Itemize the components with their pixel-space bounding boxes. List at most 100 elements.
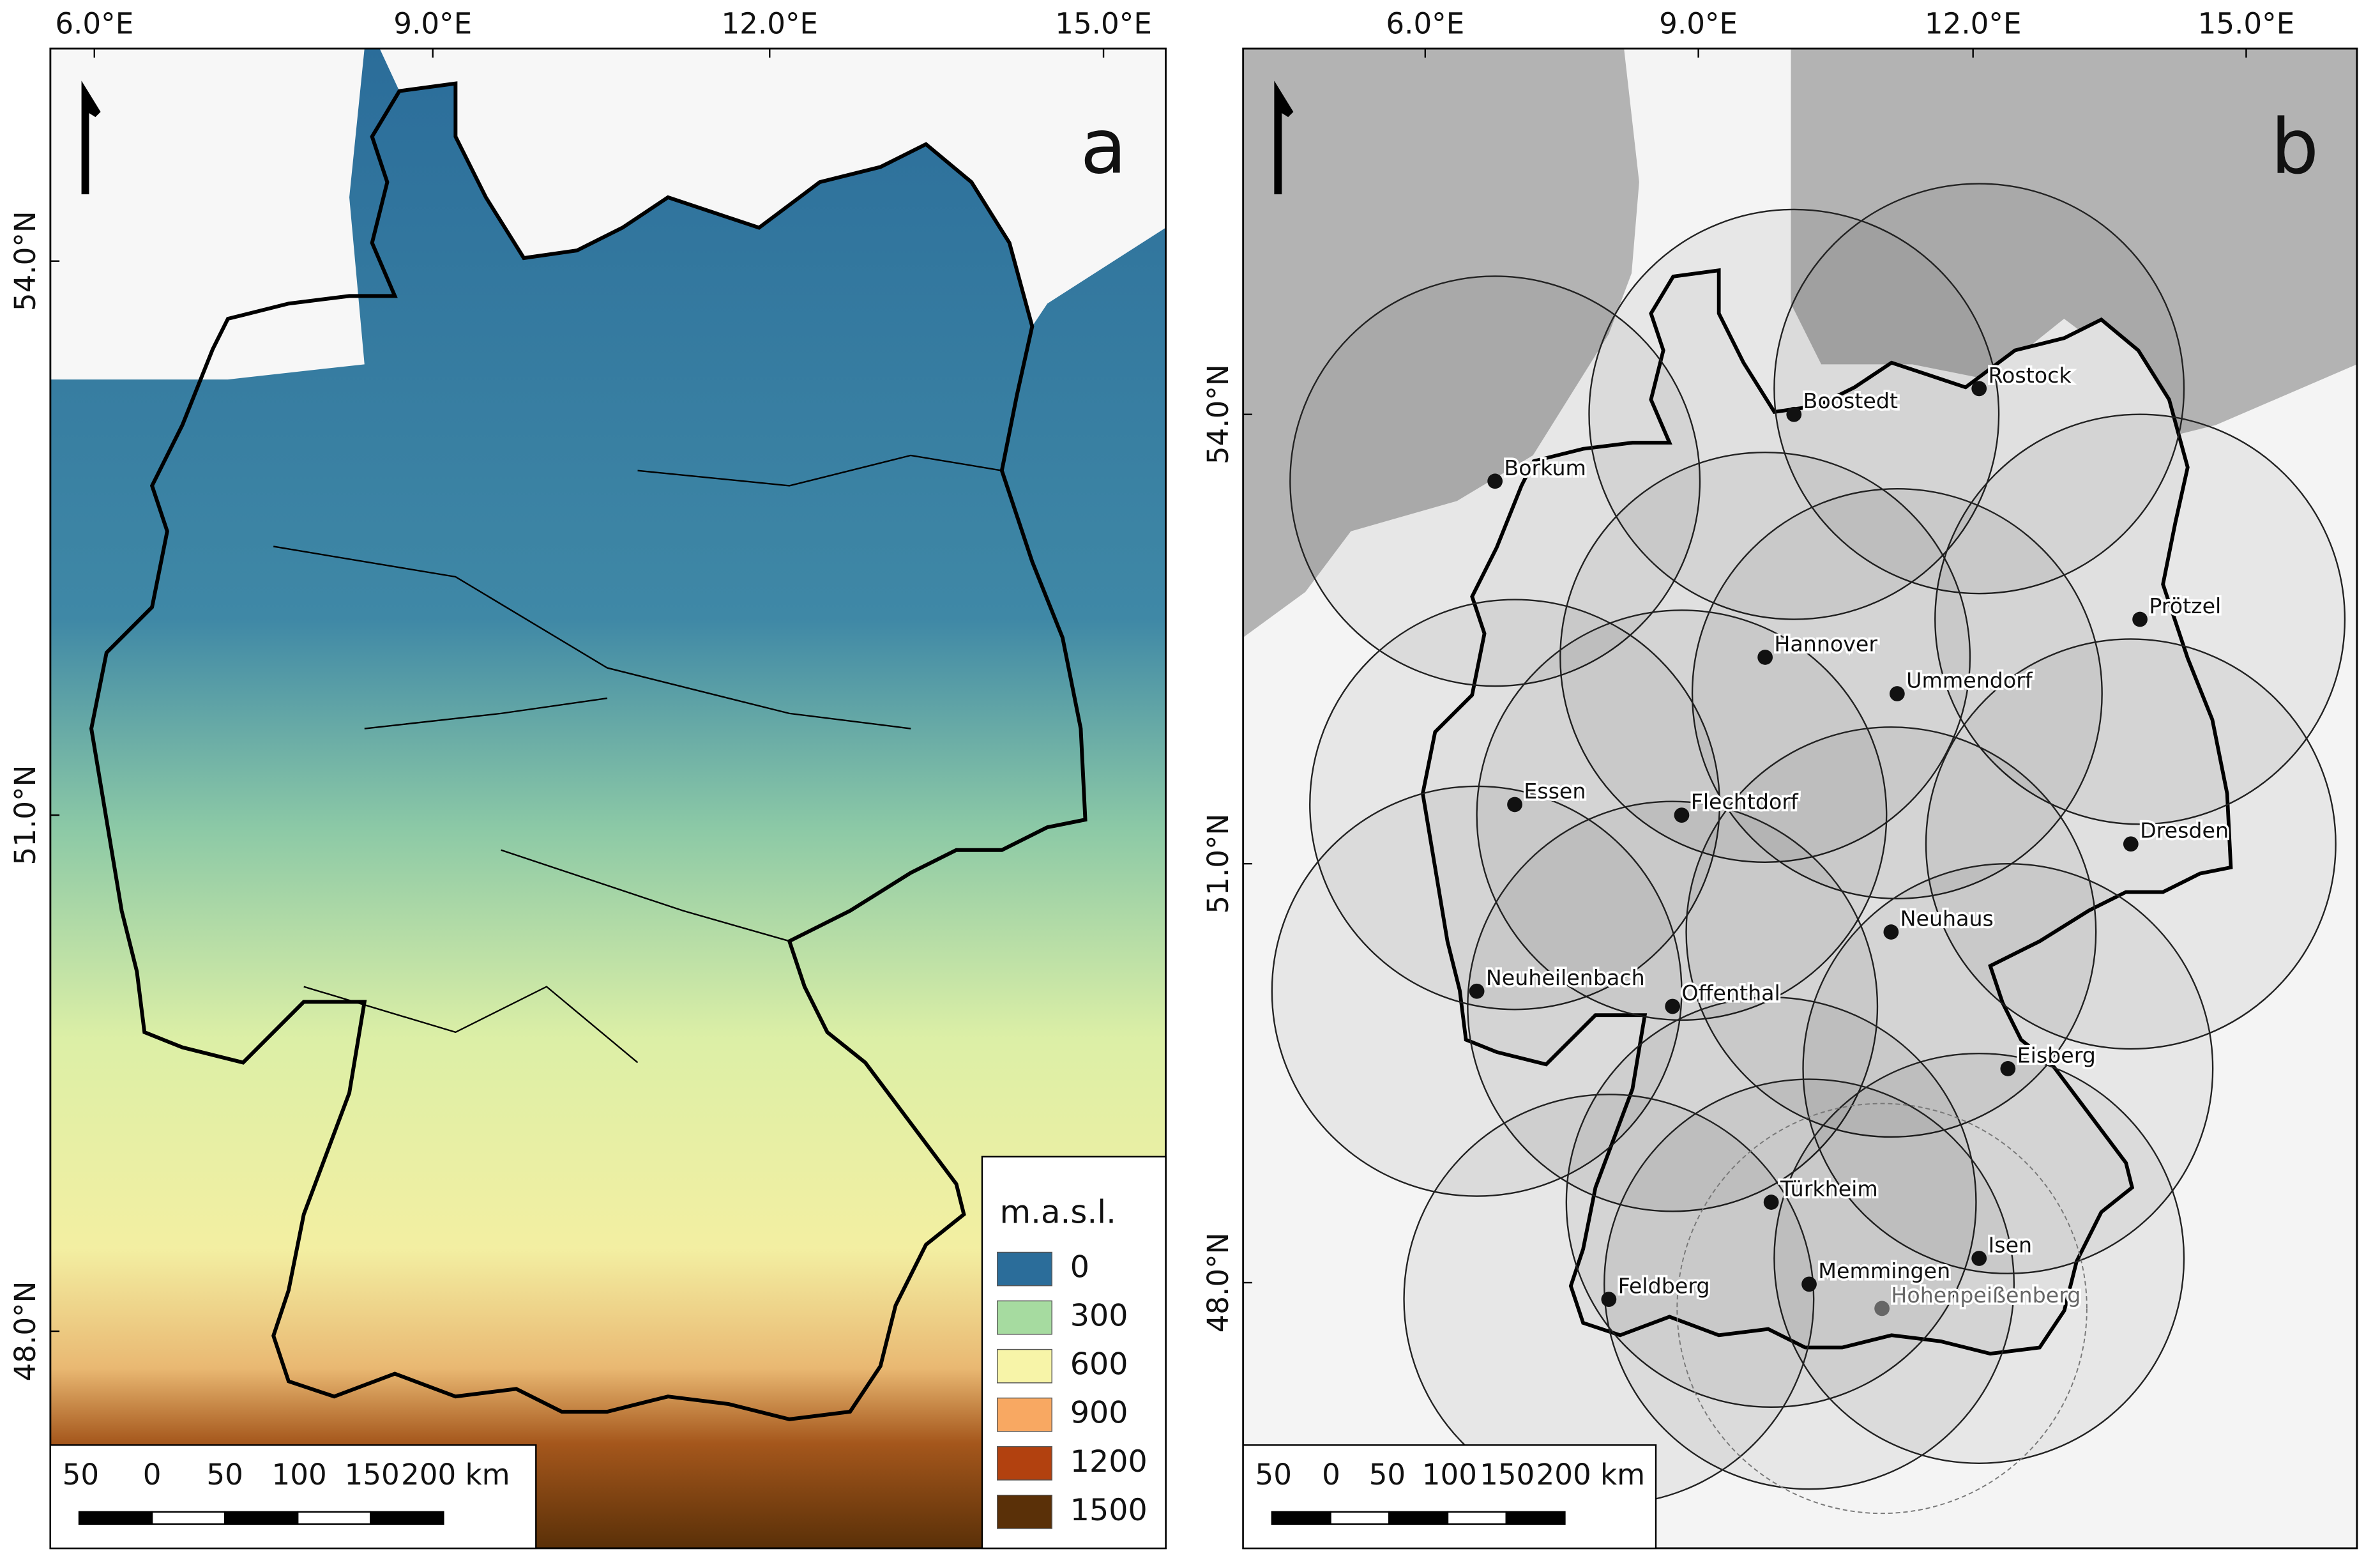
lon-tick-label: 9.0°E (1659, 6, 1738, 40)
scale-label: 100 (272, 1458, 327, 1492)
scale-label: 50 (63, 1458, 99, 1492)
scale-segment (1330, 1511, 1390, 1525)
scale-segment (151, 1511, 226, 1525)
legend-label: 600 (1070, 1347, 1128, 1382)
lon-tick-label: 9.0°E (393, 6, 472, 40)
station-marker (2000, 1061, 2016, 1076)
station-marker (2123, 836, 2139, 852)
lon-tick-label: 12.0°E (1925, 6, 2022, 40)
scale-box (49, 1444, 537, 1550)
station-label: Borkum (1504, 455, 1586, 480)
panel-a (49, 47, 1167, 1550)
station-label: Isen (1988, 1232, 2032, 1257)
legend-label: 900 (1070, 1396, 1128, 1431)
station-label: Hohenpeißenberg (1891, 1283, 2081, 1308)
legend-swatch (996, 1251, 1052, 1286)
station-label: Prötzel (2149, 593, 2221, 618)
coverage-circle (1676, 1103, 2088, 1515)
scale-label: 200 km (401, 1458, 510, 1492)
station-marker (1469, 983, 1485, 999)
legend-label: 1500 (1070, 1493, 1148, 1528)
scale-label: 0 (143, 1458, 162, 1492)
north-arrow (81, 80, 101, 195)
scale-label: 0 (1322, 1458, 1340, 1492)
station-label: Hannover (1774, 631, 1877, 656)
station-marker (1674, 807, 1690, 823)
state-borders (273, 454, 1003, 1064)
lon-tick-label: 6.0°E (55, 6, 133, 40)
station-marker (1874, 1301, 1890, 1317)
lat-tick-label: 51.0°N (8, 765, 42, 866)
station-marker (1763, 1195, 1779, 1210)
station-marker (2132, 611, 2148, 627)
station-marker (1889, 686, 1905, 701)
station-label: Flechtdorf (1691, 790, 1799, 814)
scale-label: 50 (206, 1458, 243, 1492)
station-label: Eisberg (2017, 1042, 2096, 1067)
scale-segment (1446, 1511, 1507, 1525)
sea-east (1791, 49, 2357, 441)
scale-segment (1271, 1511, 1331, 1525)
panel-label: a (1080, 103, 1127, 191)
station-marker (1883, 924, 1899, 940)
lat-tick-label: 48.0°N (1201, 1233, 1235, 1333)
scale-label: 50 (1255, 1458, 1291, 1492)
scale-segment (224, 1511, 299, 1525)
station-marker (1757, 650, 1773, 665)
scale-label: 150 (1480, 1458, 1535, 1492)
station-marker (1971, 381, 1987, 397)
station-label: Feldberg (1618, 1274, 1710, 1299)
lon-tick-label: 15.0°E (2198, 6, 2295, 40)
labels: a 6.0°E 9.0°E 12.0°E 15.0°E 54.0°N 51.0°N 48.0°… (8, 6, 2319, 1529)
station-label: Türkheim (1780, 1177, 1878, 1202)
legend-label: 1200 (1070, 1444, 1148, 1479)
station-marker (1801, 1276, 1817, 1292)
scale-segment (1505, 1511, 1566, 1525)
station-marker (1507, 797, 1522, 813)
legend-swatch (996, 1446, 1052, 1481)
station-label: Neuheilenbach (1486, 965, 1645, 990)
frame (1242, 47, 2358, 1550)
scale-label: 50 (1369, 1458, 1406, 1492)
sea-west (1243, 49, 1639, 638)
station-label: Essen (1524, 779, 1586, 804)
station-label: Ummendorf (1906, 668, 2033, 692)
frame (49, 47, 1167, 1550)
lon-tick-label: 6.0°E (1386, 6, 1464, 40)
station-marker (1665, 998, 1681, 1014)
legend-swatch (996, 1494, 1052, 1529)
station-marker (1786, 406, 1802, 422)
scale-segment (1388, 1511, 1449, 1525)
lat-tick-label: 51.0°N (1201, 814, 1235, 914)
station-marker (1487, 473, 1503, 489)
legend-label: 0 (1070, 1250, 1089, 1285)
scale-segment (370, 1511, 444, 1525)
legend-swatch (996, 1300, 1052, 1335)
legend-swatch (996, 1397, 1052, 1432)
legend-label: 300 (1070, 1299, 1128, 1334)
station-label: Dresden (2140, 818, 2229, 843)
station-label: Rostock (1988, 363, 2072, 388)
lon-tick-label: 15.0°E (1055, 6, 1152, 40)
elevation-map (50, 49, 1166, 1548)
station-marker (1601, 1292, 1617, 1308)
station-marker (1971, 1251, 1987, 1266)
station-label: Offenthal (1681, 981, 1780, 1005)
legend-swatch (996, 1348, 1052, 1384)
scale-label: 200 km (1536, 1458, 1646, 1492)
scale-label: 150 (345, 1458, 400, 1492)
scale-box (1242, 1444, 1657, 1550)
legend-title: m.a.s.l. (1000, 1194, 1116, 1231)
station-map (1243, 49, 2357, 1548)
station-label: Memmingen (1818, 1258, 1950, 1283)
scale-segment (297, 1511, 372, 1525)
lat-tick-label: 54.0°N (1201, 364, 1235, 464)
lat-tick-label: 48.0°N (8, 1281, 42, 1382)
panel-label: b (2271, 103, 2319, 191)
station-label: Neuhaus (1900, 906, 1994, 931)
panel-b (1242, 47, 2358, 1550)
north-arrow (1274, 80, 1294, 195)
